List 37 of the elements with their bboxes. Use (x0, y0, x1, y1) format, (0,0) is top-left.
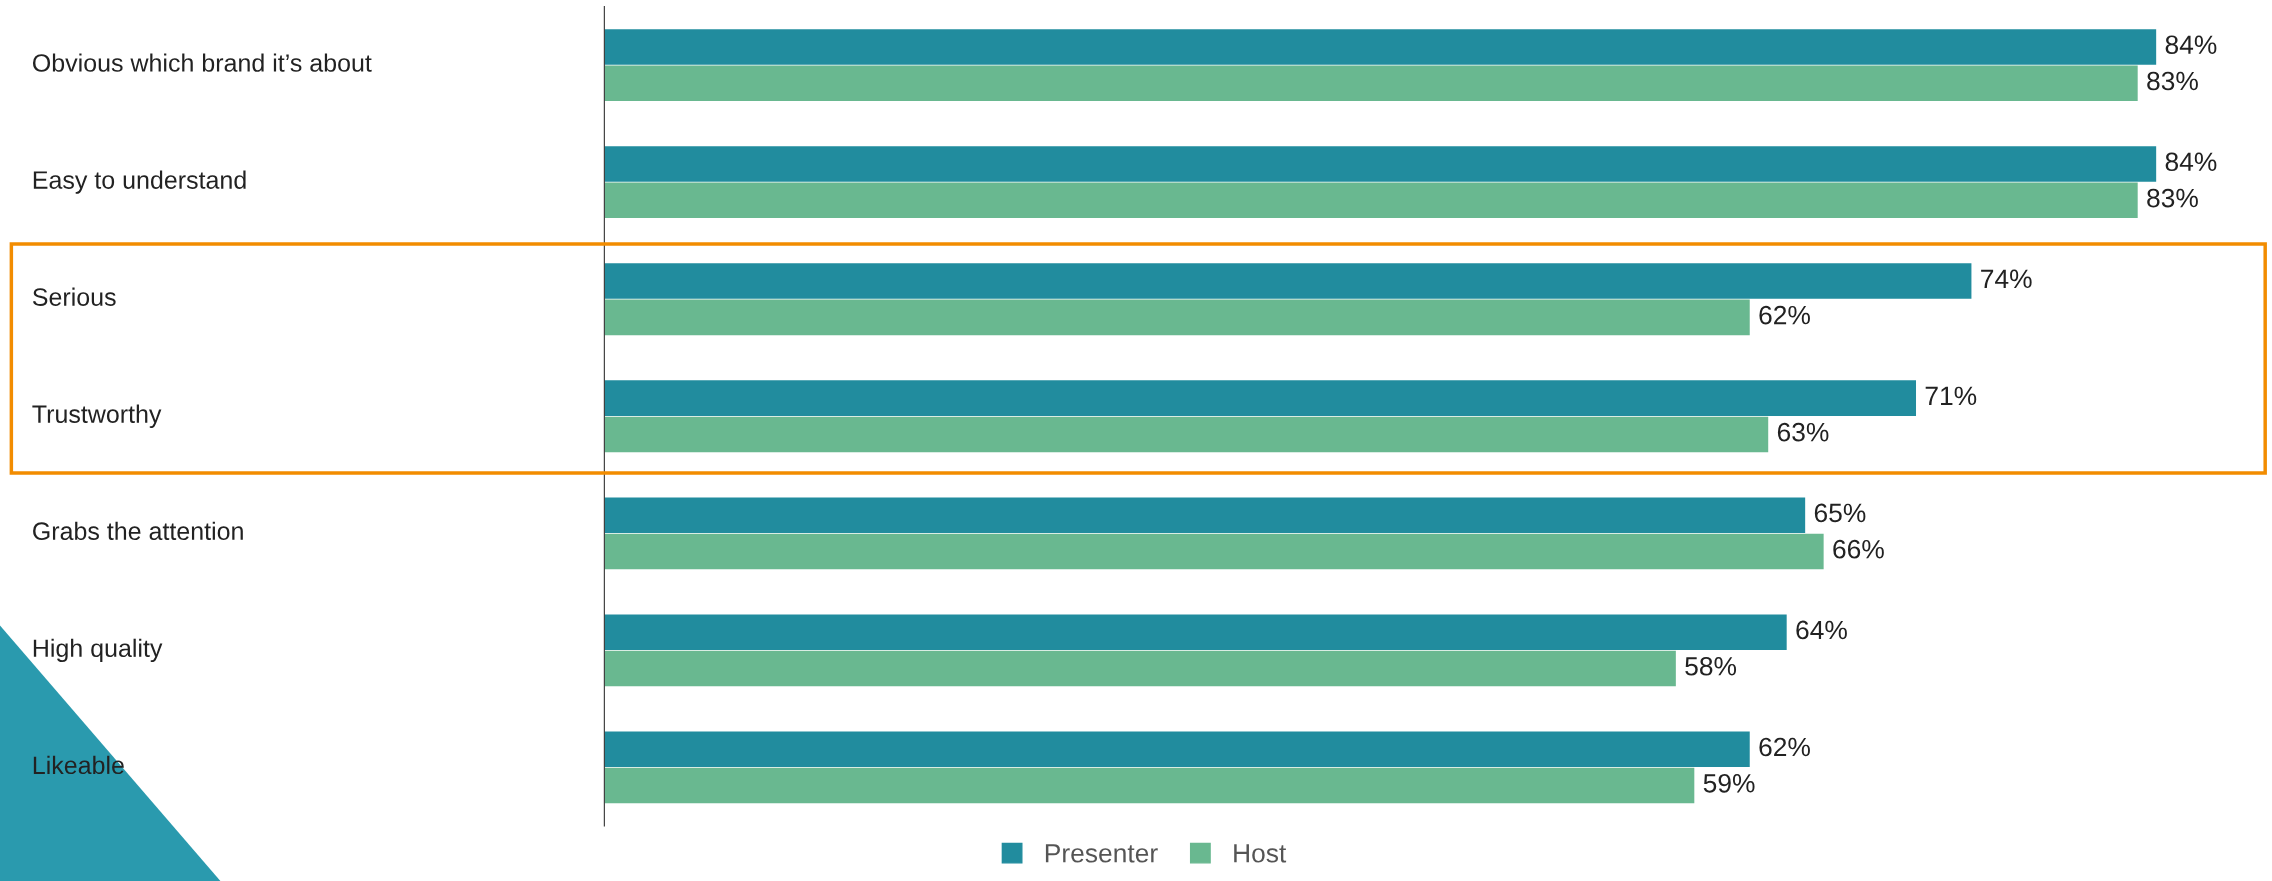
bar (604, 146, 2157, 182)
bar (604, 380, 1917, 416)
y-tick-label: Obvious which brand it’s about (32, 53, 372, 72)
legend-label: Presenter (1045, 844, 1158, 863)
y-tick-label: Easy to understand (33, 170, 246, 194)
bar (604, 299, 1750, 336)
data-label: 59% (1703, 773, 1755, 793)
data-label: 64% (1796, 620, 1847, 640)
data-label: 63% (1777, 422, 1829, 442)
data-label: 62% (1759, 737, 1810, 757)
bar (604, 731, 1750, 768)
data-label: 74% (1981, 269, 2032, 289)
bar (604, 767, 1695, 804)
bar (604, 65, 2138, 102)
bar (604, 650, 1676, 687)
data-label: 83% (2147, 188, 2198, 208)
bar (604, 416, 1769, 453)
data-label: 66% (1833, 539, 1884, 559)
bar (604, 182, 2138, 219)
data-label: 84% (2165, 152, 2217, 172)
data-label: 83% (2147, 71, 2198, 91)
data-label: 71% (1925, 386, 1977, 406)
legend-label: Host (1234, 844, 1287, 863)
data-label: 62% (1759, 305, 1810, 325)
bar (604, 29, 2157, 65)
y-tick-label: Serious (32, 287, 116, 306)
data-label: 58% (1685, 656, 1737, 676)
bar (604, 263, 1972, 299)
y-tick-label: Trustworthy (32, 404, 162, 428)
bar (604, 533, 1824, 570)
y-tick-label: Likeable (33, 755, 124, 775)
bar (604, 497, 1806, 533)
data-label: 84% (2165, 35, 2217, 55)
y-tick-label: High quality (33, 638, 163, 663)
y-tick-label: Grabs the attention (33, 521, 243, 541)
bar (604, 614, 1787, 650)
data-label: 65% (1814, 503, 1866, 523)
